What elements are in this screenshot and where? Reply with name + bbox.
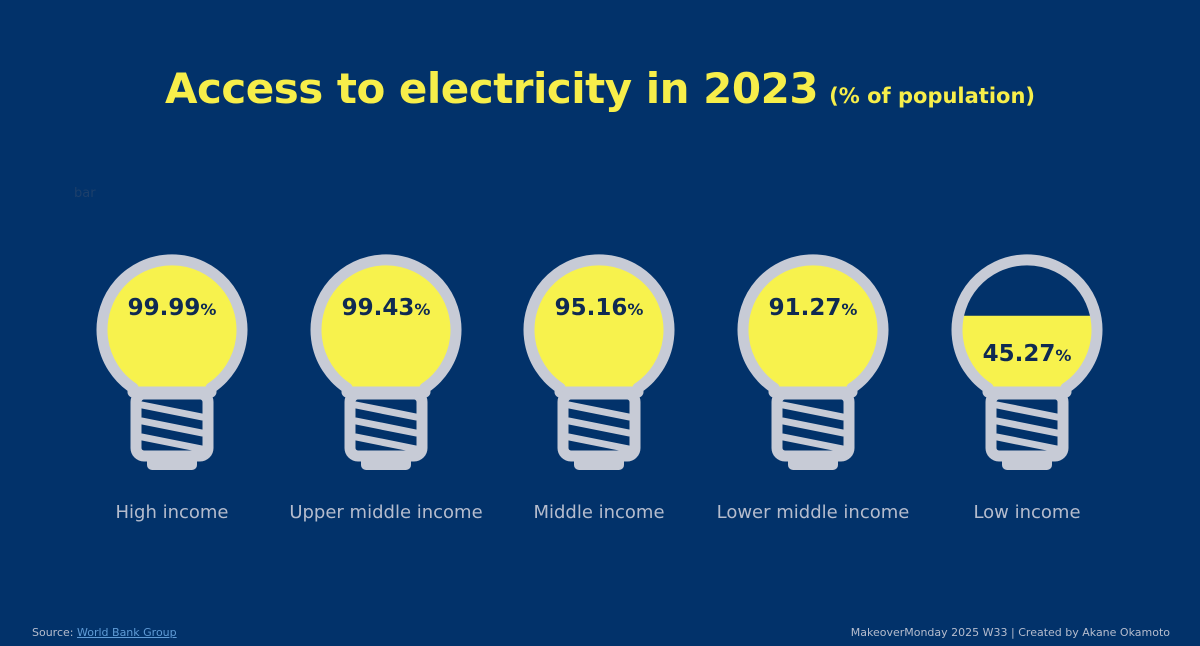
chart-title: Access to electricity in 2023 (% of popu… xyxy=(0,64,1200,113)
screw-thread xyxy=(138,417,206,437)
bulb-tip xyxy=(574,456,624,470)
screw-thread xyxy=(779,401,847,421)
screw-thread xyxy=(993,433,1061,453)
category-label: Low income xyxy=(973,502,1080,523)
screw-thread xyxy=(565,401,633,421)
source-label: Source: xyxy=(32,626,74,639)
bulb-tip xyxy=(361,456,411,470)
screw-thread xyxy=(779,433,847,453)
category-label: Middle income xyxy=(533,502,664,523)
screw-thread xyxy=(565,433,633,453)
bulb-tip xyxy=(788,456,838,470)
source-link[interactable]: World Bank Group xyxy=(77,626,177,639)
bulb-3: 91.27% Lower middle income xyxy=(717,254,910,523)
bulb-tip xyxy=(147,456,197,470)
data-label: 99.99% xyxy=(128,295,217,321)
screw-thread xyxy=(352,417,420,437)
chart-title-subtitle: (% of population) xyxy=(829,84,1036,108)
screw-thread xyxy=(352,401,420,421)
stray-text: bar xyxy=(74,186,96,201)
bulb-tip xyxy=(1002,456,1052,470)
bulb-outline xyxy=(96,254,248,398)
bulb-0: 99.99% High income xyxy=(96,254,248,523)
bulb-outline xyxy=(310,254,462,398)
category-label: High income xyxy=(115,502,228,523)
credit-note: MakeoverMonday 2025 W33 | Created by Aka… xyxy=(850,626,1170,639)
data-label: 45.27% xyxy=(983,341,1072,367)
data-label: 91.27% xyxy=(769,295,858,321)
screw-thread xyxy=(993,401,1061,421)
screw-thread xyxy=(779,417,847,437)
screw-thread xyxy=(138,433,206,453)
bulb-2: 95.16% Middle income xyxy=(523,254,675,523)
screw-thread xyxy=(565,417,633,437)
bulb-1: 99.43% Upper middle income xyxy=(289,254,483,523)
screw-thread xyxy=(993,417,1061,437)
category-label: Upper middle income xyxy=(289,502,482,523)
bulb-outline xyxy=(523,254,675,398)
screw-thread xyxy=(352,433,420,453)
bulb-outline xyxy=(951,254,1103,398)
chart-title-main: Access to electricity in 2023 xyxy=(164,64,819,113)
screw-thread xyxy=(138,401,206,421)
data-label: 99.43% xyxy=(342,295,431,321)
category-label: Lower middle income xyxy=(717,502,910,523)
source-note: Source: World Bank Group xyxy=(32,626,177,639)
data-label: 95.16% xyxy=(555,295,644,321)
bulb-outline xyxy=(737,254,889,398)
bulb-4: 45.27% Low income xyxy=(951,254,1103,523)
